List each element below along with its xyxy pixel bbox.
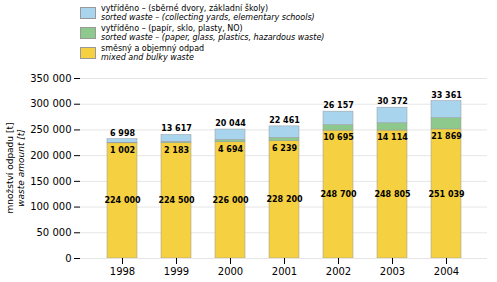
html-text:sorted waste – (paper, glass,: sorted waste – (paper, glass, plastics, …	[101, 33, 325, 42]
svg-text:2 183: 2 183	[164, 146, 189, 155]
html-text:mixed and bulky waste: mixed and bulky waste	[101, 53, 194, 62]
html-text:vytříděno – (papír, sklo, plas: vytříděno – (papír, sklo, plasty, NO)	[101, 24, 243, 33]
svg-text:300 000: 300 000	[30, 98, 71, 109]
svg-text:33 361: 33 361	[431, 91, 462, 100]
html-text:směsný a objemný odpad: směsný a objemný odpad	[101, 44, 205, 53]
svg-text:4 694: 4 694	[218, 145, 243, 154]
svg-text:2000: 2000	[218, 266, 243, 277]
svg-text:200 000: 200 000	[30, 150, 71, 161]
svg-text:6 239: 6 239	[272, 144, 297, 153]
svg-text:22 461: 22 461	[269, 116, 300, 125]
svg-text:14 114: 14 114	[377, 133, 408, 142]
svg-text:1 002: 1 002	[110, 146, 135, 155]
svg-text:250 000: 250 000	[30, 124, 71, 135]
svg-text:20 044: 20 044	[215, 119, 246, 128]
svg-text:224 000: 224 000	[104, 196, 141, 205]
svg-text:228 200: 228 200	[266, 195, 303, 204]
svg-text:100 000: 100 000	[30, 201, 71, 212]
svg-text:0: 0	[65, 253, 71, 264]
svg-text:21 869: 21 869	[431, 132, 462, 141]
svg-text:226 000: 226 000	[212, 196, 249, 205]
svg-text:2003: 2003	[380, 266, 405, 277]
html-text:sorted waste – (collecting yar: sorted waste – (collecting yards, elemen…	[101, 13, 315, 22]
svg-text:waste amount [t]: waste amount [t]	[16, 129, 26, 207]
svg-text:248 805: 248 805	[374, 190, 411, 199]
svg-text:6 998: 6 998	[110, 129, 135, 138]
html-text:vytříděno – (sběrné dvory, zák: vytříděno – (sběrné dvory, základní škol…	[101, 4, 269, 13]
svg-text:251 039: 251 039	[428, 190, 465, 199]
svg-text:13 617: 13 617	[161, 124, 192, 133]
svg-text:10 695: 10 695	[323, 133, 354, 142]
svg-text:50 000: 50 000	[37, 227, 72, 238]
svg-text:26 157: 26 157	[323, 101, 354, 110]
svg-text:1999: 1999	[164, 266, 189, 277]
svg-text:2001: 2001	[272, 266, 297, 277]
svg-text:150 000: 150 000	[30, 176, 71, 187]
svg-text:2002: 2002	[326, 266, 351, 277]
svg-text:1998: 1998	[110, 266, 135, 277]
svg-text:350 000: 350 000	[30, 73, 71, 84]
svg-text:2004: 2004	[434, 266, 459, 277]
svg-text:248 700: 248 700	[320, 190, 357, 199]
svg-text:224 500: 224 500	[158, 196, 195, 205]
svg-text:množství odpadu [t]: množství odpadu [t]	[5, 123, 15, 214]
svg-text:30 372: 30 372	[377, 97, 408, 106]
